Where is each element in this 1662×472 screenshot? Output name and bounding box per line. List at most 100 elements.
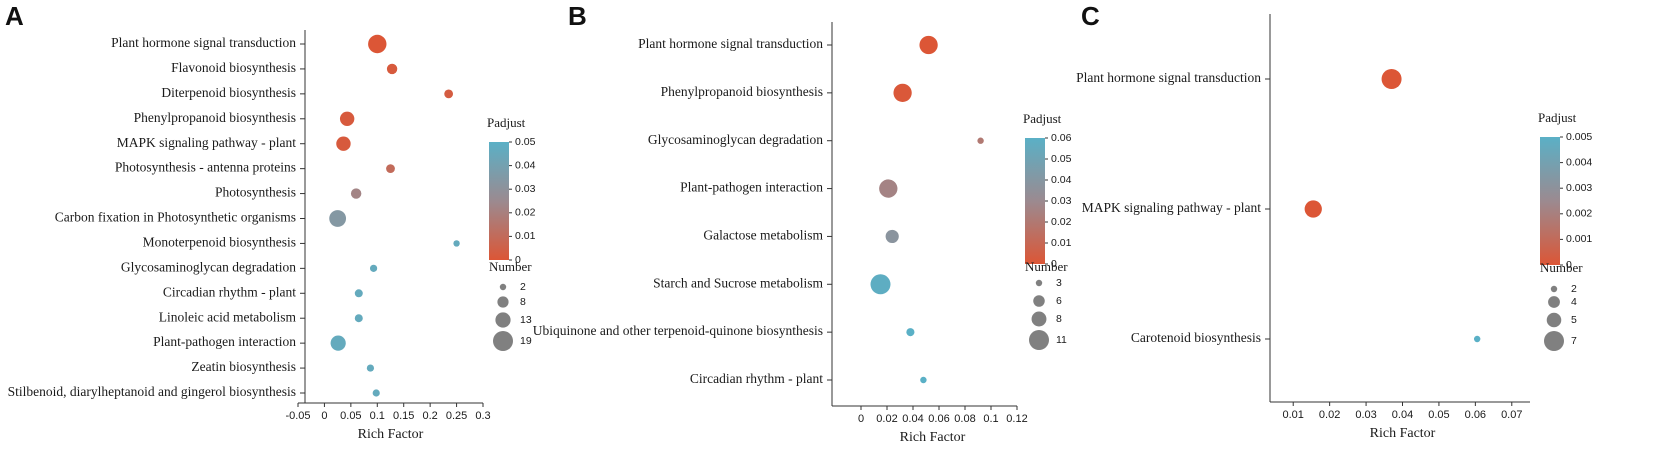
colorbar-tick-label: 0.001	[1566, 233, 1592, 245]
size-legend-dot	[1033, 295, 1045, 307]
number-legend: Number 2 8 13 19	[489, 259, 532, 351]
x-tick-label: 0.06	[928, 413, 949, 425]
data-point	[369, 264, 378, 272]
colorbar-tick-label: 0.06	[1051, 132, 1072, 144]
number-legend-title: Number	[1540, 260, 1583, 275]
size-legend-label: 19	[520, 335, 532, 347]
data-point	[1381, 69, 1402, 89]
data-point	[330, 335, 346, 351]
x-tick-label: 0.01	[1283, 409, 1304, 421]
term-label: Plant hormone signal transduction	[111, 35, 296, 50]
x-tick-label: 0.02	[876, 413, 897, 425]
padjust-legend: Padjust 0 0.01 0.02 0.03 0.04 0.05	[487, 115, 536, 266]
data-point	[879, 179, 898, 198]
number-legend-title: Number	[1025, 259, 1068, 274]
x-tick-label: 0.1	[983, 413, 998, 425]
term-label: Phenylpropanoid biosynthesis	[661, 84, 823, 99]
panel-b: B 0 0.02 0.04 0.06 0.08 0.1 0.12 Rich Factor Plan…	[533, 1, 1072, 445]
size-legend-dot	[495, 312, 511, 328]
x-tick-label: 0.03	[1355, 409, 1376, 421]
size-legend-label: 2	[520, 281, 526, 293]
term-label: Photosynthesis - antenna proteins	[115, 160, 296, 175]
data-point	[386, 63, 398, 75]
colorbar-tick-label: 0	[1051, 258, 1057, 270]
x-tick-label: -0.05	[285, 410, 310, 422]
number-legend: Number 24 5 7	[1540, 260, 1583, 351]
x-tick-label: 0.05	[1428, 409, 1449, 421]
colorbar-tick-label: 0	[1566, 259, 1572, 271]
data-point	[885, 229, 899, 244]
colorbar-tick-label: 0.01	[515, 230, 536, 242]
size-legend-dot	[1546, 312, 1562, 328]
data-point	[339, 111, 355, 126]
x-tick-label: 0.02	[1319, 409, 1340, 421]
padjust-colorbar	[1540, 137, 1560, 265]
data-point	[336, 136, 351, 151]
term-label: Plant-pathogen interaction	[680, 180, 823, 195]
x-axis-title: Rich Factor	[358, 427, 424, 442]
data-point	[372, 389, 380, 397]
data-point	[977, 137, 984, 144]
size-legend-dot	[497, 296, 509, 308]
term-label: Carbon fixation in Photosynthetic organi…	[55, 210, 296, 225]
panel-c: C 0.01 0.02 0.03 0.04 0.05 0.06 0.07 Rich Factor…	[1076, 1, 1592, 441]
term-label: Stilbenoid, diarylheptanoid and gingerol…	[8, 384, 296, 399]
term-label: Photosynthesis	[215, 185, 296, 200]
x-tick-label: 0.3	[475, 410, 490, 422]
x-axis-title: Rich Factor	[1370, 426, 1436, 441]
colorbar-tick-label: 0.02	[515, 207, 536, 219]
term-label: Carotenoid biosynthesis	[1131, 330, 1261, 345]
colorbar-tick-label: 0.05	[515, 136, 536, 148]
size-legend-dot	[1544, 331, 1564, 351]
data-point	[1304, 200, 1322, 218]
data-point	[386, 164, 395, 174]
colorbar-tick-label: 0	[515, 254, 521, 266]
size-legend-label: 11	[1056, 334, 1067, 346]
term-label: Linoleic acid metabolism	[159, 309, 297, 324]
data-point	[870, 274, 891, 295]
x-tick-label: 0.2	[422, 410, 437, 422]
size-legend-label: 6	[1056, 295, 1062, 307]
size-legend-dot	[1548, 296, 1560, 308]
data-point	[919, 35, 938, 55]
x-tick-label: 0.07	[1501, 409, 1522, 421]
x-axis-title: Rich Factor	[900, 430, 966, 445]
panel-a: A -0.05 0 0.05 0.1 0.15 0.2 0.25 0.3 Rich Factor P…	[5, 1, 536, 442]
term-label: Plant-pathogen interaction	[153, 334, 296, 349]
data-point	[354, 289, 363, 298]
term-label: Plant hormone signal transduction	[638, 36, 823, 51]
term-label: Plant hormone signal transduction	[1076, 70, 1261, 85]
x-tick-label: 0.1	[370, 410, 385, 422]
padjust-legend-title: Padjust	[1023, 111, 1062, 126]
colorbar-tick-label: 0.04	[1051, 174, 1072, 186]
padjust-legend: Padjust 0 0.01 0.02 0.03 0.04 0.05 0.06	[1023, 111, 1072, 270]
data-point	[920, 376, 927, 384]
number-legend-title: Number	[489, 259, 532, 274]
x-tick-label: 0	[858, 413, 864, 425]
size-legend-dot	[499, 283, 507, 291]
panel-letter: B	[568, 1, 587, 31]
size-legend-dot	[1550, 285, 1558, 293]
term-label: MAPK signaling pathway - plant	[1082, 200, 1261, 215]
panel-letter: A	[5, 1, 24, 31]
data-point	[1473, 335, 1481, 343]
data-point	[453, 240, 460, 247]
term-label: Zeatin biosynthesis	[191, 359, 296, 374]
data-point	[354, 314, 363, 323]
x-tick-label: 0.04	[1392, 409, 1413, 421]
term-label: Phenylpropanoid biosynthesis	[134, 110, 296, 125]
x-tick-label: 0.05	[340, 410, 361, 422]
data-point	[368, 34, 387, 54]
colorbar-tick-label: 0.03	[1051, 195, 1072, 207]
data-point	[906, 328, 915, 337]
colorbar-tick-label: 0.003	[1566, 182, 1592, 194]
size-legend-label: 8	[520, 296, 526, 308]
x-tick-label: 0.08	[954, 413, 975, 425]
colorbar-tick-label: 0.04	[515, 159, 536, 171]
data-point	[893, 83, 912, 103]
size-legend-label: 8	[1056, 313, 1062, 325]
term-label: MAPK signaling pathway - plant	[117, 135, 296, 150]
padjust-legend: Padjust 0 0.001 0.002 0.003 0.004 0.005	[1538, 110, 1592, 271]
term-label: Galactose metabolism	[703, 228, 823, 243]
